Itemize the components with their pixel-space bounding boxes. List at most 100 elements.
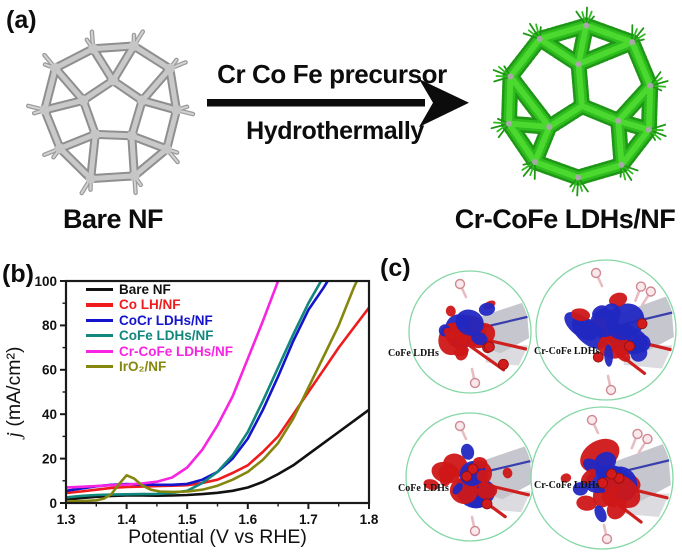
foam-node [164, 63, 175, 74]
charge-density-graphic: CoFe LDHs Cr-CoFe LDHs CoFe LDHs Cr-CoFe LD… [388, 259, 677, 550]
orbital-circle-0: CoFe LDHs [388, 270, 532, 394]
hydrogen-atom [469, 525, 481, 537]
x-tick-label: 1.8 [360, 512, 379, 527]
y-axis-title: j (mA/cm²) [3, 347, 25, 441]
foam-node [126, 130, 137, 141]
oxygen-atom [484, 341, 495, 353]
hydrogen-atom [454, 278, 466, 290]
foam-strut [42, 65, 58, 113]
ldh-needle-layer-light [579, 103, 622, 124]
curve-cofe-ldhs-nf [67, 282, 323, 499]
isosurface-lobe [570, 308, 591, 322]
ldh-needle-layer-light [536, 22, 590, 42]
isosurface-lobe [615, 347, 631, 362]
ldh-needle-layer-light [629, 39, 654, 89]
isosurface-lobe [592, 305, 608, 319]
foam-strut [167, 66, 179, 113]
oxygen-atom [592, 351, 604, 363]
isosurface-lobe [461, 443, 475, 460]
foam-node [129, 170, 140, 181]
foam-strut [90, 46, 116, 84]
panel-a-label: (a) [6, 6, 37, 34]
ldh-node [532, 158, 539, 165]
hydrogen-atom [645, 286, 656, 297]
legend-line-swatch [86, 349, 113, 353]
panel-a-scheme: (a) Cr Co Fe precursor Hydrothermally Ba… [0, 0, 682, 253]
ldh-node [575, 174, 582, 181]
isosurface-lobe [478, 302, 496, 316]
hydrogen-atom [642, 433, 653, 445]
legend-label: Co LH/NF [119, 297, 181, 313]
orbital-circle-2: CoFe LDHs [398, 412, 535, 542]
isosurface-lobe [576, 495, 597, 511]
isosurface-lobe [502, 467, 513, 479]
legend-label: CoCr LDHs/NF [119, 312, 213, 328]
panel-b-label: (b) [2, 260, 34, 288]
orbital-circle-1: Cr-CoFe LDHs [534, 259, 677, 401]
legend-item-cr-cofe-ldhs-nf: Cr-CoFe LDHs/NF [86, 344, 233, 359]
isosurface-lobe [452, 482, 463, 495]
arrow-text-hydrothermally: Hydrothermally [246, 117, 424, 145]
hydrogen-atom [590, 267, 602, 279]
foam-node [128, 40, 139, 51]
ldh-needle-layer-light [505, 120, 539, 165]
y-tick-label: 0 [49, 496, 57, 511]
foam-strut [129, 133, 170, 152]
orbital-cluster [423, 443, 533, 519]
foam-strut [52, 46, 96, 71]
isosurface-lobe [630, 345, 648, 362]
foam-strut [139, 98, 179, 113]
foam-strut [92, 131, 135, 139]
foam-strut [131, 43, 173, 72]
x-tick-label: 1.3 [57, 512, 76, 527]
foam-strut [129, 133, 137, 179]
ldh-needle-layer-light [505, 120, 553, 130]
isosurface-lobe [606, 497, 627, 520]
isosurface-lobe [443, 327, 456, 341]
isosurface-lobe [476, 469, 489, 482]
foam-strut [80, 78, 116, 103]
y-tick-label: 60 [42, 363, 57, 378]
legend-item-cofe-ldhs-nf: CoFe LDHs/NF [86, 328, 233, 343]
foam-node [85, 173, 96, 184]
hydrogen-atom [469, 377, 481, 389]
legend-label: CoFe LDHs/NF [119, 328, 214, 344]
synthesis-scheme-graphic [25, 6, 669, 197]
ldh-node [575, 61, 582, 68]
legend-line-swatch [86, 334, 113, 338]
legend-item-bare-nf: Bare NF [86, 282, 233, 297]
ldh-node [583, 22, 590, 29]
foam-node [90, 129, 101, 140]
isosurface-lobe [477, 483, 498, 500]
oxygen-atom [497, 358, 509, 370]
legend-item-iro-nf: IrO₂/NF [86, 359, 233, 374]
oxygen-atom [597, 477, 609, 489]
ldh-needle-layer-light [507, 35, 543, 80]
curve-iro-nf [67, 282, 358, 502]
x-tick-label: 1.5 [178, 512, 197, 527]
legend-item-cocr-ldhs-nf: CoCr LDHs/NF [86, 313, 233, 328]
foam-strut [80, 97, 98, 137]
oxygen-atom [606, 468, 617, 480]
foam-strut [88, 173, 137, 182]
foam-strut [42, 97, 86, 113]
ldh-node [629, 39, 636, 46]
ldh-needle-layer-light [546, 103, 585, 130]
ldh-needle-layer-light [507, 73, 553, 130]
isosurface-lobe [471, 331, 488, 346]
isosurface-lobe [453, 346, 469, 357]
y-tick-label: 100 [34, 274, 57, 289]
orbital-circle-label: CoFe LDHs [398, 483, 449, 494]
arrow-text-precursor: Cr Co Fe precursor [217, 59, 447, 89]
y-tick-label: 40 [42, 407, 57, 422]
ldh-node [645, 126, 652, 133]
foam-strut [139, 66, 173, 104]
curve-cr-cofe-ldhs-nf [67, 282, 280, 489]
bare-nf-label: Bare NF [62, 204, 164, 234]
ldh-needle-layer-light [618, 126, 652, 168]
foam-strut [57, 145, 94, 182]
cr-cofe-ldhs-structure [490, 6, 669, 197]
isosurface-lobe [594, 505, 607, 523]
ldh-needle-layer-light [575, 161, 625, 181]
oer-polarization-chart: 1.3 1.4 1.5 1.6 1.7 1.8 0 20 40 60 80 100 Potential … [3, 274, 379, 548]
